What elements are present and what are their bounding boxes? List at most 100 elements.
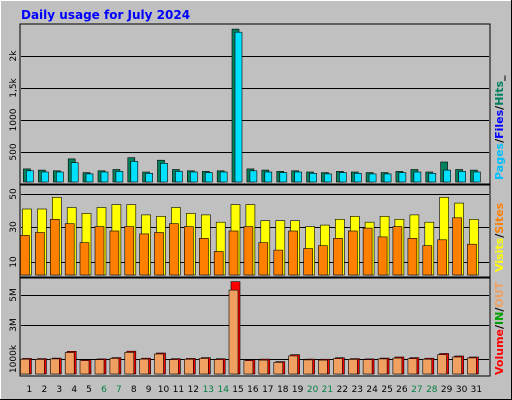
legend-sep-1: / <box>493 138 506 143</box>
visits-bar-sites <box>64 223 75 276</box>
hits-ytick-500: 500 <box>9 143 19 160</box>
x-label-day-23: 23 <box>352 385 363 395</box>
visits-bar-sites <box>318 245 328 276</box>
legend-sep-4: / <box>493 324 506 329</box>
hits-bar-files <box>130 161 139 183</box>
x-label-day-28: 28 <box>426 385 438 395</box>
x-label-day-8: 8 <box>131 385 137 395</box>
hits-ytick-1500: 1,5k <box>9 77 19 97</box>
visits-bar-sites <box>20 235 30 276</box>
x-label-day-24: 24 <box>366 385 378 395</box>
x-label-day-22: 22 <box>337 385 348 395</box>
visits-bar-sites <box>392 226 403 276</box>
x-label-day-31: 31 <box>471 385 482 395</box>
hits-bar-files <box>55 171 64 183</box>
volume-bar-out <box>422 358 433 375</box>
x-label-day-19: 19 <box>292 385 304 395</box>
x-label-day-11: 11 <box>173 385 184 395</box>
visits-bar-sites <box>124 226 135 276</box>
volume-bar-out <box>452 356 462 375</box>
x-label-day-29: 29 <box>441 385 453 395</box>
hits-bar-files <box>428 173 437 183</box>
visits-bar-sites <box>437 239 447 276</box>
x-label-day-6: 6 <box>101 385 107 395</box>
hits-bar-files <box>115 171 124 183</box>
volume-bar-out <box>318 359 328 375</box>
volume-bar-out <box>377 358 388 375</box>
hits-bar-files <box>145 173 153 183</box>
legend-sep-5: / <box>493 307 506 312</box>
x-label-day-30: 30 <box>456 385 468 395</box>
x-label-day-2: 2 <box>42 385 48 395</box>
x-label-day-17: 17 <box>262 385 273 395</box>
volume-bar-out <box>273 362 284 375</box>
x-label-day-26: 26 <box>396 385 408 395</box>
legend-sep-3: / <box>493 233 506 238</box>
volume-bars <box>20 281 479 375</box>
hits-bar-files <box>368 173 377 183</box>
visits-ytick-10: 10 <box>9 256 19 268</box>
legend-out: OUT <box>493 281 506 307</box>
hits-bar-files <box>309 173 317 183</box>
hits-bar-files <box>443 169 451 183</box>
visits-bar-sites <box>94 226 105 276</box>
x-label-day-12: 12 <box>188 385 199 395</box>
visits-bar-sites <box>169 223 179 276</box>
hits-bar-files <box>264 171 273 183</box>
visits-bar-sites <box>228 230 239 276</box>
hits-bar-files <box>41 171 49 183</box>
hits-bar-files <box>294 171 302 183</box>
legend-sites: Sites <box>493 202 506 233</box>
visits-bar-sites <box>139 233 149 276</box>
visits-bar-sites <box>467 243 477 276</box>
x-label-day-5: 5 <box>86 385 92 395</box>
x-label-day-15: 15 <box>232 385 243 395</box>
visits-bar-sites <box>362 227 373 276</box>
volume-bar-out <box>20 358 30 375</box>
legend-files: Files <box>493 109 506 139</box>
hits-bar-files <box>100 171 109 183</box>
hits-bar-files <box>383 173 392 183</box>
visits-bar-sites <box>49 219 60 276</box>
x-label-day-7: 7 <box>116 385 122 395</box>
volume-bar-out <box>199 358 209 375</box>
chart-title: Daily usage for July 2024 <box>21 8 190 22</box>
volume-bar-out <box>437 354 447 375</box>
visits-bar-sites <box>288 230 298 276</box>
volume-bar-out <box>303 359 313 375</box>
legend-hits: Hits <box>493 81 506 106</box>
legend-sep-2: / <box>493 105 506 110</box>
hits-ytick-1000: 1000 <box>9 108 19 131</box>
visits-bar-sites <box>273 249 284 276</box>
visits-bar-sites <box>243 226 254 276</box>
volume-bar-out <box>243 360 254 375</box>
visits-ytick-30: 30 <box>9 221 19 233</box>
volume-bar-out <box>64 352 75 375</box>
volume-ytick-5m: 5M <box>9 288 19 302</box>
hits-bar-files <box>85 173 94 183</box>
volume-bar-out <box>362 359 373 375</box>
volume-bar-out <box>467 357 477 375</box>
legend-underscore: _ <box>493 75 506 81</box>
volume-bar-out <box>333 358 343 375</box>
x-label-day-3: 3 <box>56 385 62 395</box>
volume-bar-out <box>392 357 403 375</box>
x-label-day-4: 4 <box>71 385 77 395</box>
legend-pages: Pages <box>493 142 506 180</box>
visits-bar-sites <box>407 238 418 276</box>
volume-bar-out <box>79 360 90 375</box>
volume-bar-out <box>407 358 418 375</box>
x-label-day-25: 25 <box>381 385 392 395</box>
x-label-day-13: 13 <box>203 385 214 395</box>
x-label-day-18: 18 <box>277 385 289 395</box>
visits-bar-sites <box>199 238 209 276</box>
x-label-day-21: 21 <box>322 385 333 395</box>
visits-ytick-50: 50 <box>9 188 19 200</box>
hits-gridlines <box>21 56 489 153</box>
x-label-day-10: 10 <box>158 385 170 395</box>
visits-bar-sites <box>109 230 120 276</box>
volume-bar-out <box>169 359 179 375</box>
visits-bar-sites <box>452 217 462 276</box>
visits-bar-sites <box>213 251 224 276</box>
